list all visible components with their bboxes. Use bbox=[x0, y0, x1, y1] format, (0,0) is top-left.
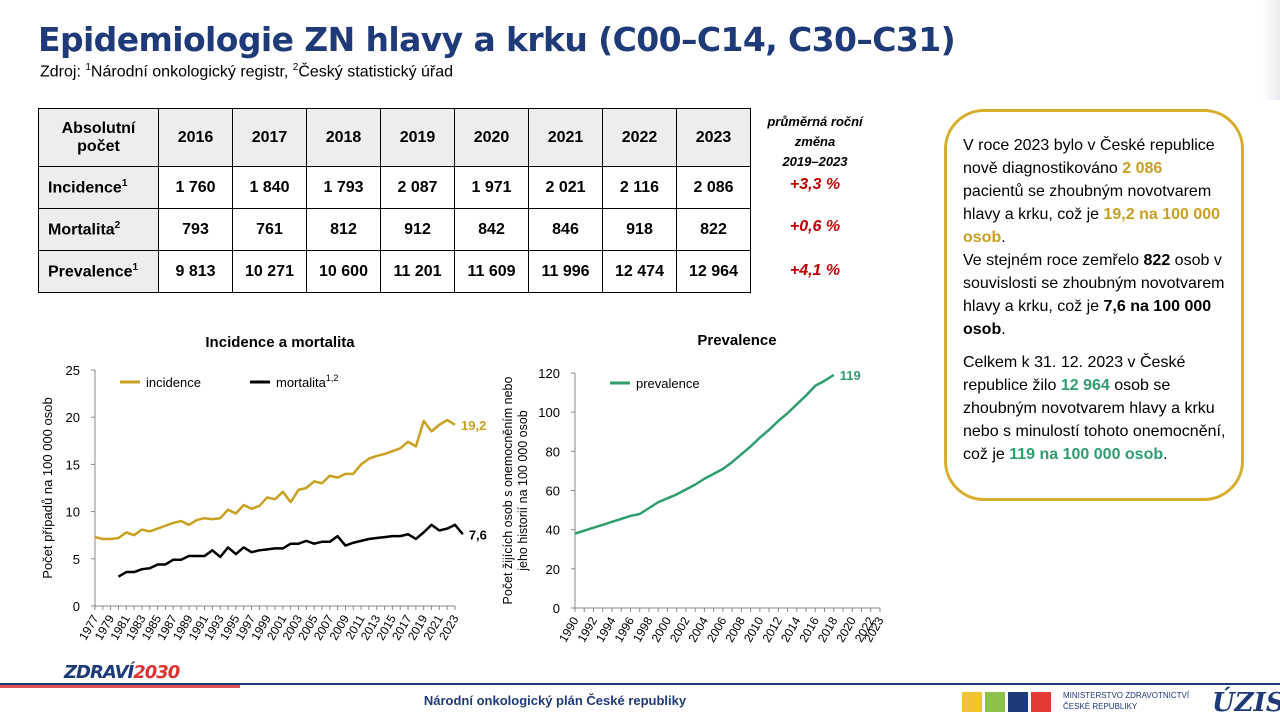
y-tick-label: 80 bbox=[546, 444, 560, 459]
table-cell: 918 bbox=[602, 208, 677, 251]
series-line-prevalence bbox=[574, 373, 835, 535]
y-tick-label: 20 bbox=[66, 410, 80, 425]
table-cell: 9 813 bbox=[158, 250, 233, 293]
table-cell: 1 760 bbox=[158, 166, 233, 209]
partner-logos bbox=[962, 692, 1054, 717]
source-1-mark: 1 bbox=[85, 62, 91, 73]
chart-title: Incidence a mortalita bbox=[205, 334, 355, 351]
table-cell: 10 271 bbox=[232, 250, 307, 293]
table-cell: 842 bbox=[454, 208, 529, 251]
table-cell: 1 971 bbox=[454, 166, 529, 209]
table-cell: 793 bbox=[158, 208, 233, 251]
series-line-mortalita bbox=[117, 523, 464, 578]
table-cell: 12 474 bbox=[602, 250, 677, 293]
y-tick-label: 5 bbox=[73, 552, 80, 567]
footer-divider bbox=[0, 683, 1280, 685]
legend-label: prevalence bbox=[636, 376, 700, 391]
summary-paragraph-2: Celkem k 31. 12. 2023 v České republice … bbox=[963, 354, 1226, 463]
table-cell: 11 201 bbox=[380, 250, 455, 293]
change-incidence: +3,3 % bbox=[789, 176, 841, 193]
logo-tile-icon bbox=[1031, 692, 1051, 712]
logo-tile-icon bbox=[1008, 692, 1028, 712]
summary-paragraph-1: V roce 2023 bylo v České republice nově … bbox=[963, 137, 1225, 338]
source-1: Národní onkologický registr, bbox=[90, 63, 293, 81]
series-line-incidence bbox=[94, 418, 456, 541]
zdravi-2030-logo: ZDRAVÍ2030 bbox=[64, 662, 180, 683]
source-prefix: Zdroj: bbox=[40, 63, 86, 81]
y-tick-label: 60 bbox=[546, 484, 560, 499]
y-tick-label: 40 bbox=[546, 523, 560, 538]
table-row-prevalence: Prevalence1 9 813 10 271 10 600 11 201 1… bbox=[38, 250, 751, 293]
table-cell: 1 840 bbox=[232, 166, 307, 209]
table-cell: 761 bbox=[232, 208, 307, 251]
legend-label: incidence bbox=[146, 375, 201, 390]
logo-tile-icon bbox=[962, 692, 982, 712]
corner-accent bbox=[1262, 0, 1280, 100]
source-2: Český statistický úřad bbox=[298, 63, 454, 81]
y-axis-label: Počet žijících osob s onemocněním neboje… bbox=[501, 376, 530, 604]
series-end-label: 7,6 bbox=[469, 527, 487, 542]
change-header-line: průměrná roční bbox=[767, 114, 863, 129]
table-cell: 912 bbox=[380, 208, 455, 251]
year-header: 2017 bbox=[232, 108, 307, 167]
change-prevalence: +4,1 % bbox=[789, 262, 841, 279]
table-cell: 822 bbox=[676, 208, 751, 251]
chart-title: Prevalence bbox=[697, 332, 776, 349]
source-note: Zdroj: 1Národní onkologický registr, 2Če… bbox=[40, 62, 453, 81]
footer-accent bbox=[0, 685, 240, 688]
change-header-line: změna bbox=[794, 134, 836, 149]
table-cell: 12 964 bbox=[676, 250, 751, 293]
change-header: průměrná roční změna 2019–2023 bbox=[760, 112, 870, 172]
source-2-mark: 2 bbox=[292, 62, 299, 73]
y-tick-label: 120 bbox=[538, 366, 560, 381]
summary-box: V roce 2023 bylo v České republice nově … bbox=[944, 109, 1244, 501]
change-header-line: 2019–2023 bbox=[782, 154, 848, 169]
uzis-logo: ÚZIS bbox=[1212, 688, 1280, 718]
change-mortality: +0,6 % bbox=[789, 218, 841, 235]
table-cell: 1 793 bbox=[306, 166, 381, 209]
year-header: 2019 bbox=[380, 108, 455, 167]
table-cell: 2 116 bbox=[602, 166, 677, 209]
charts-canvas: Incidence a mortalita0510152025197719791… bbox=[40, 332, 887, 645]
footer-title: Národní onkologický plán České republiky bbox=[423, 693, 687, 708]
y-tick-label: 100 bbox=[538, 405, 560, 420]
year-header: 2023 bbox=[676, 108, 751, 167]
legend-label: mortalita1,2 bbox=[276, 373, 338, 390]
table-cell: 11 609 bbox=[454, 250, 529, 293]
y-tick-label: 0 bbox=[73, 599, 80, 614]
series-end-label: 19,2 bbox=[461, 418, 486, 433]
page-title: Epidemiologie ZN hlavy a krku (C00–C14, … bbox=[38, 20, 956, 59]
y-axis-label: Počet případů na 100 000 osob bbox=[40, 397, 55, 578]
y-tick-label: 20 bbox=[546, 562, 560, 577]
y-tick-label: 15 bbox=[66, 457, 80, 472]
table-row-mortality: Mortalita2 793 761 812 912 842 846 918 8… bbox=[38, 208, 751, 251]
year-header: 2020 bbox=[454, 108, 529, 167]
series-end-label: 119 bbox=[840, 368, 861, 383]
y-tick-label: 25 bbox=[66, 363, 80, 378]
table-cell: 10 600 bbox=[306, 250, 381, 293]
row-label: Prevalence1 bbox=[38, 250, 159, 293]
logo-tile-icon bbox=[985, 692, 1005, 712]
table-cell: 846 bbox=[528, 208, 603, 251]
y-tick-label: 0 bbox=[553, 601, 560, 616]
statistics-table: Absolutní počet 2016 2017 2018 2019 2020… bbox=[38, 108, 751, 293]
y-tick-label: 10 bbox=[66, 505, 80, 520]
ministry-logo-text: MINISTERSTVO ZDRAVOTNICTVÍ ČESKÉ REPUBLI… bbox=[1063, 691, 1190, 711]
